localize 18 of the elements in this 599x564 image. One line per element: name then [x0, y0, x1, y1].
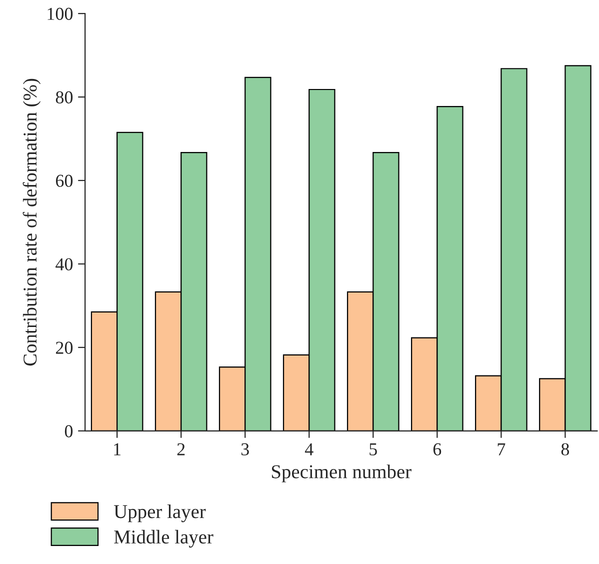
x-tick-label: 3	[241, 443, 249, 456]
x-tick-label: 8	[561, 443, 570, 456]
x-tick-label: 4	[304, 443, 314, 456]
x-axis-title: Specimen number	[272, 464, 412, 482]
x-tick-label: 6	[433, 443, 442, 456]
y-tick-label: 0	[64, 425, 73, 438]
x-tick-label: 5	[370, 443, 377, 456]
y-tick-label: 60	[56, 174, 73, 187]
legend-label: Middle layer	[114, 530, 214, 548]
y-tick-label: 20	[56, 342, 73, 354]
y-tick-label: 100	[48, 8, 73, 20]
x-tick-label: 2	[177, 443, 185, 456]
x-tick-label: 1	[114, 443, 120, 456]
x-tick-label: 7	[498, 443, 506, 456]
y-tick-label: 40	[56, 258, 73, 270]
y-axis-title: Contribution rate of deformation (%)	[22, 78, 41, 366]
y-tick-label: 80	[56, 91, 73, 104]
legend-label: Upper layer	[114, 504, 206, 522]
